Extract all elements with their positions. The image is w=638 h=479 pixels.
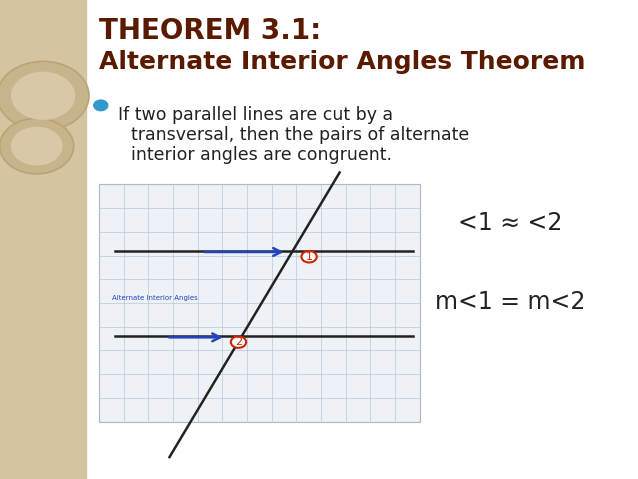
Circle shape [11, 72, 75, 120]
Text: Alternate Interior Angles Theorem: Alternate Interior Angles Theorem [99, 50, 586, 74]
Text: interior angles are congruent.: interior angles are congruent. [131, 146, 392, 164]
Circle shape [0, 61, 89, 130]
Circle shape [11, 126, 63, 166]
Circle shape [94, 100, 108, 111]
Text: 1: 1 [306, 252, 313, 262]
Text: transversal, then the pairs of alternate: transversal, then the pairs of alternate [131, 126, 469, 145]
Text: If two parallel lines are cut by a: If two parallel lines are cut by a [118, 106, 393, 125]
Circle shape [301, 251, 316, 262]
Bar [0, 0, 86, 479]
Text: 2: 2 [235, 337, 242, 347]
Circle shape [0, 118, 74, 174]
Circle shape [231, 336, 246, 348]
Bar [99, 184, 420, 422]
Text: Alternate Interior Angles: Alternate Interior Angles [112, 295, 198, 301]
Text: THEOREM 3.1:: THEOREM 3.1: [99, 17, 321, 45]
Text: <1 ≈ <2: <1 ≈ <2 [458, 211, 563, 235]
Text: m<1 = m<2: m<1 = m<2 [435, 290, 586, 314]
